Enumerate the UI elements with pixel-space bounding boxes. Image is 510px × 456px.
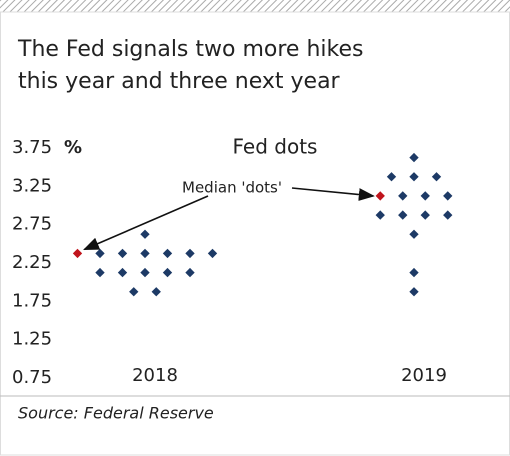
annotation-arrow bbox=[83, 195, 209, 251]
dot bbox=[95, 248, 105, 259]
median-dot bbox=[375, 191, 385, 201]
median-dot bbox=[72, 248, 83, 259]
top-band bbox=[0, 0, 510, 12]
y-unit: % bbox=[64, 137, 82, 158]
dot bbox=[409, 229, 419, 239]
dot bbox=[409, 287, 419, 297]
annotation-arrow bbox=[291, 187, 375, 201]
dot bbox=[207, 248, 218, 259]
source: Source: Federal Reserve bbox=[18, 404, 214, 423]
dot bbox=[420, 210, 430, 220]
dot bbox=[140, 267, 150, 278]
x-tick-label: 2019 bbox=[401, 365, 447, 386]
x-tick-label: 2018 bbox=[132, 365, 178, 386]
dot bbox=[386, 172, 397, 182]
y-tick-label: 3.25 bbox=[12, 175, 52, 196]
dot bbox=[420, 191, 430, 201]
dot bbox=[151, 287, 161, 297]
dot bbox=[431, 172, 442, 182]
y-tick-label: 3.75 bbox=[12, 137, 52, 158]
dot bbox=[162, 267, 173, 278]
dot bbox=[117, 267, 128, 278]
dot bbox=[129, 287, 139, 297]
dot bbox=[409, 267, 419, 278]
dot bbox=[140, 248, 150, 259]
y-tick-label: 2.25 bbox=[12, 252, 52, 273]
dot bbox=[162, 248, 173, 259]
page-title: The Fed signals two more hikes this year … bbox=[17, 37, 363, 94]
dot bbox=[398, 210, 408, 220]
dot bbox=[443, 191, 453, 201]
y-tick-label: 0.75 bbox=[12, 367, 52, 388]
dot bbox=[95, 267, 105, 278]
annotation: Median 'dots' bbox=[182, 179, 282, 197]
y-tick-label: 1.75 bbox=[12, 290, 52, 311]
dot bbox=[409, 172, 419, 182]
dot bbox=[185, 267, 195, 278]
dot bbox=[409, 152, 419, 163]
dot bbox=[140, 229, 150, 239]
dot bbox=[117, 248, 128, 259]
y-tick-label: 2.75 bbox=[12, 214, 52, 235]
dot bbox=[443, 210, 453, 220]
dot bbox=[185, 248, 195, 259]
y-tick-label: 1.25 bbox=[12, 329, 52, 350]
chart-title: Fed dots bbox=[233, 135, 318, 159]
dot bbox=[375, 210, 385, 220]
dot bbox=[398, 191, 408, 201]
